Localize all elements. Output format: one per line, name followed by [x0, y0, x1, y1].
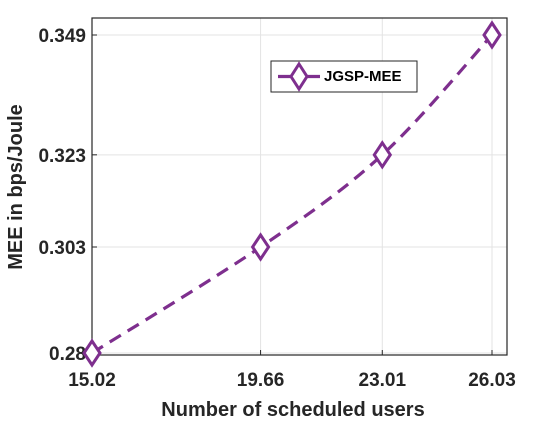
legend-label: JGSP-MEE: [324, 68, 402, 85]
y-tick-label: 0.28: [49, 344, 86, 365]
y-tick-label: 0.303: [38, 238, 86, 259]
series-group: [82, 20, 502, 368]
x-tick-label: 26.03: [468, 370, 516, 391]
data-point-marker: [82, 338, 102, 368]
x-tick-label: 15.02: [68, 370, 116, 391]
legend: JGSP-MEE: [270, 60, 418, 93]
y-axis-label: MEE in bps/Joule: [5, 104, 27, 270]
x-tick-label: 23.01: [359, 370, 407, 391]
data-point-marker: [250, 232, 271, 262]
data-point-marker: [372, 140, 393, 170]
legend-diamond-marker: [289, 61, 309, 92]
x-tick-label: 19.66: [237, 370, 285, 391]
plot-frame: [91, 17, 508, 356]
x-axis-label: Number of scheduled users: [161, 399, 424, 421]
y-tick-label: 0.323: [38, 146, 86, 167]
axis-ticks: 15.02 19.66 23.01 26.03 0.28 0.303 0.323 0.349: [38, 26, 515, 391]
data-point-marker: [482, 20, 502, 50]
y-tick-label: 0.349: [38, 26, 86, 47]
